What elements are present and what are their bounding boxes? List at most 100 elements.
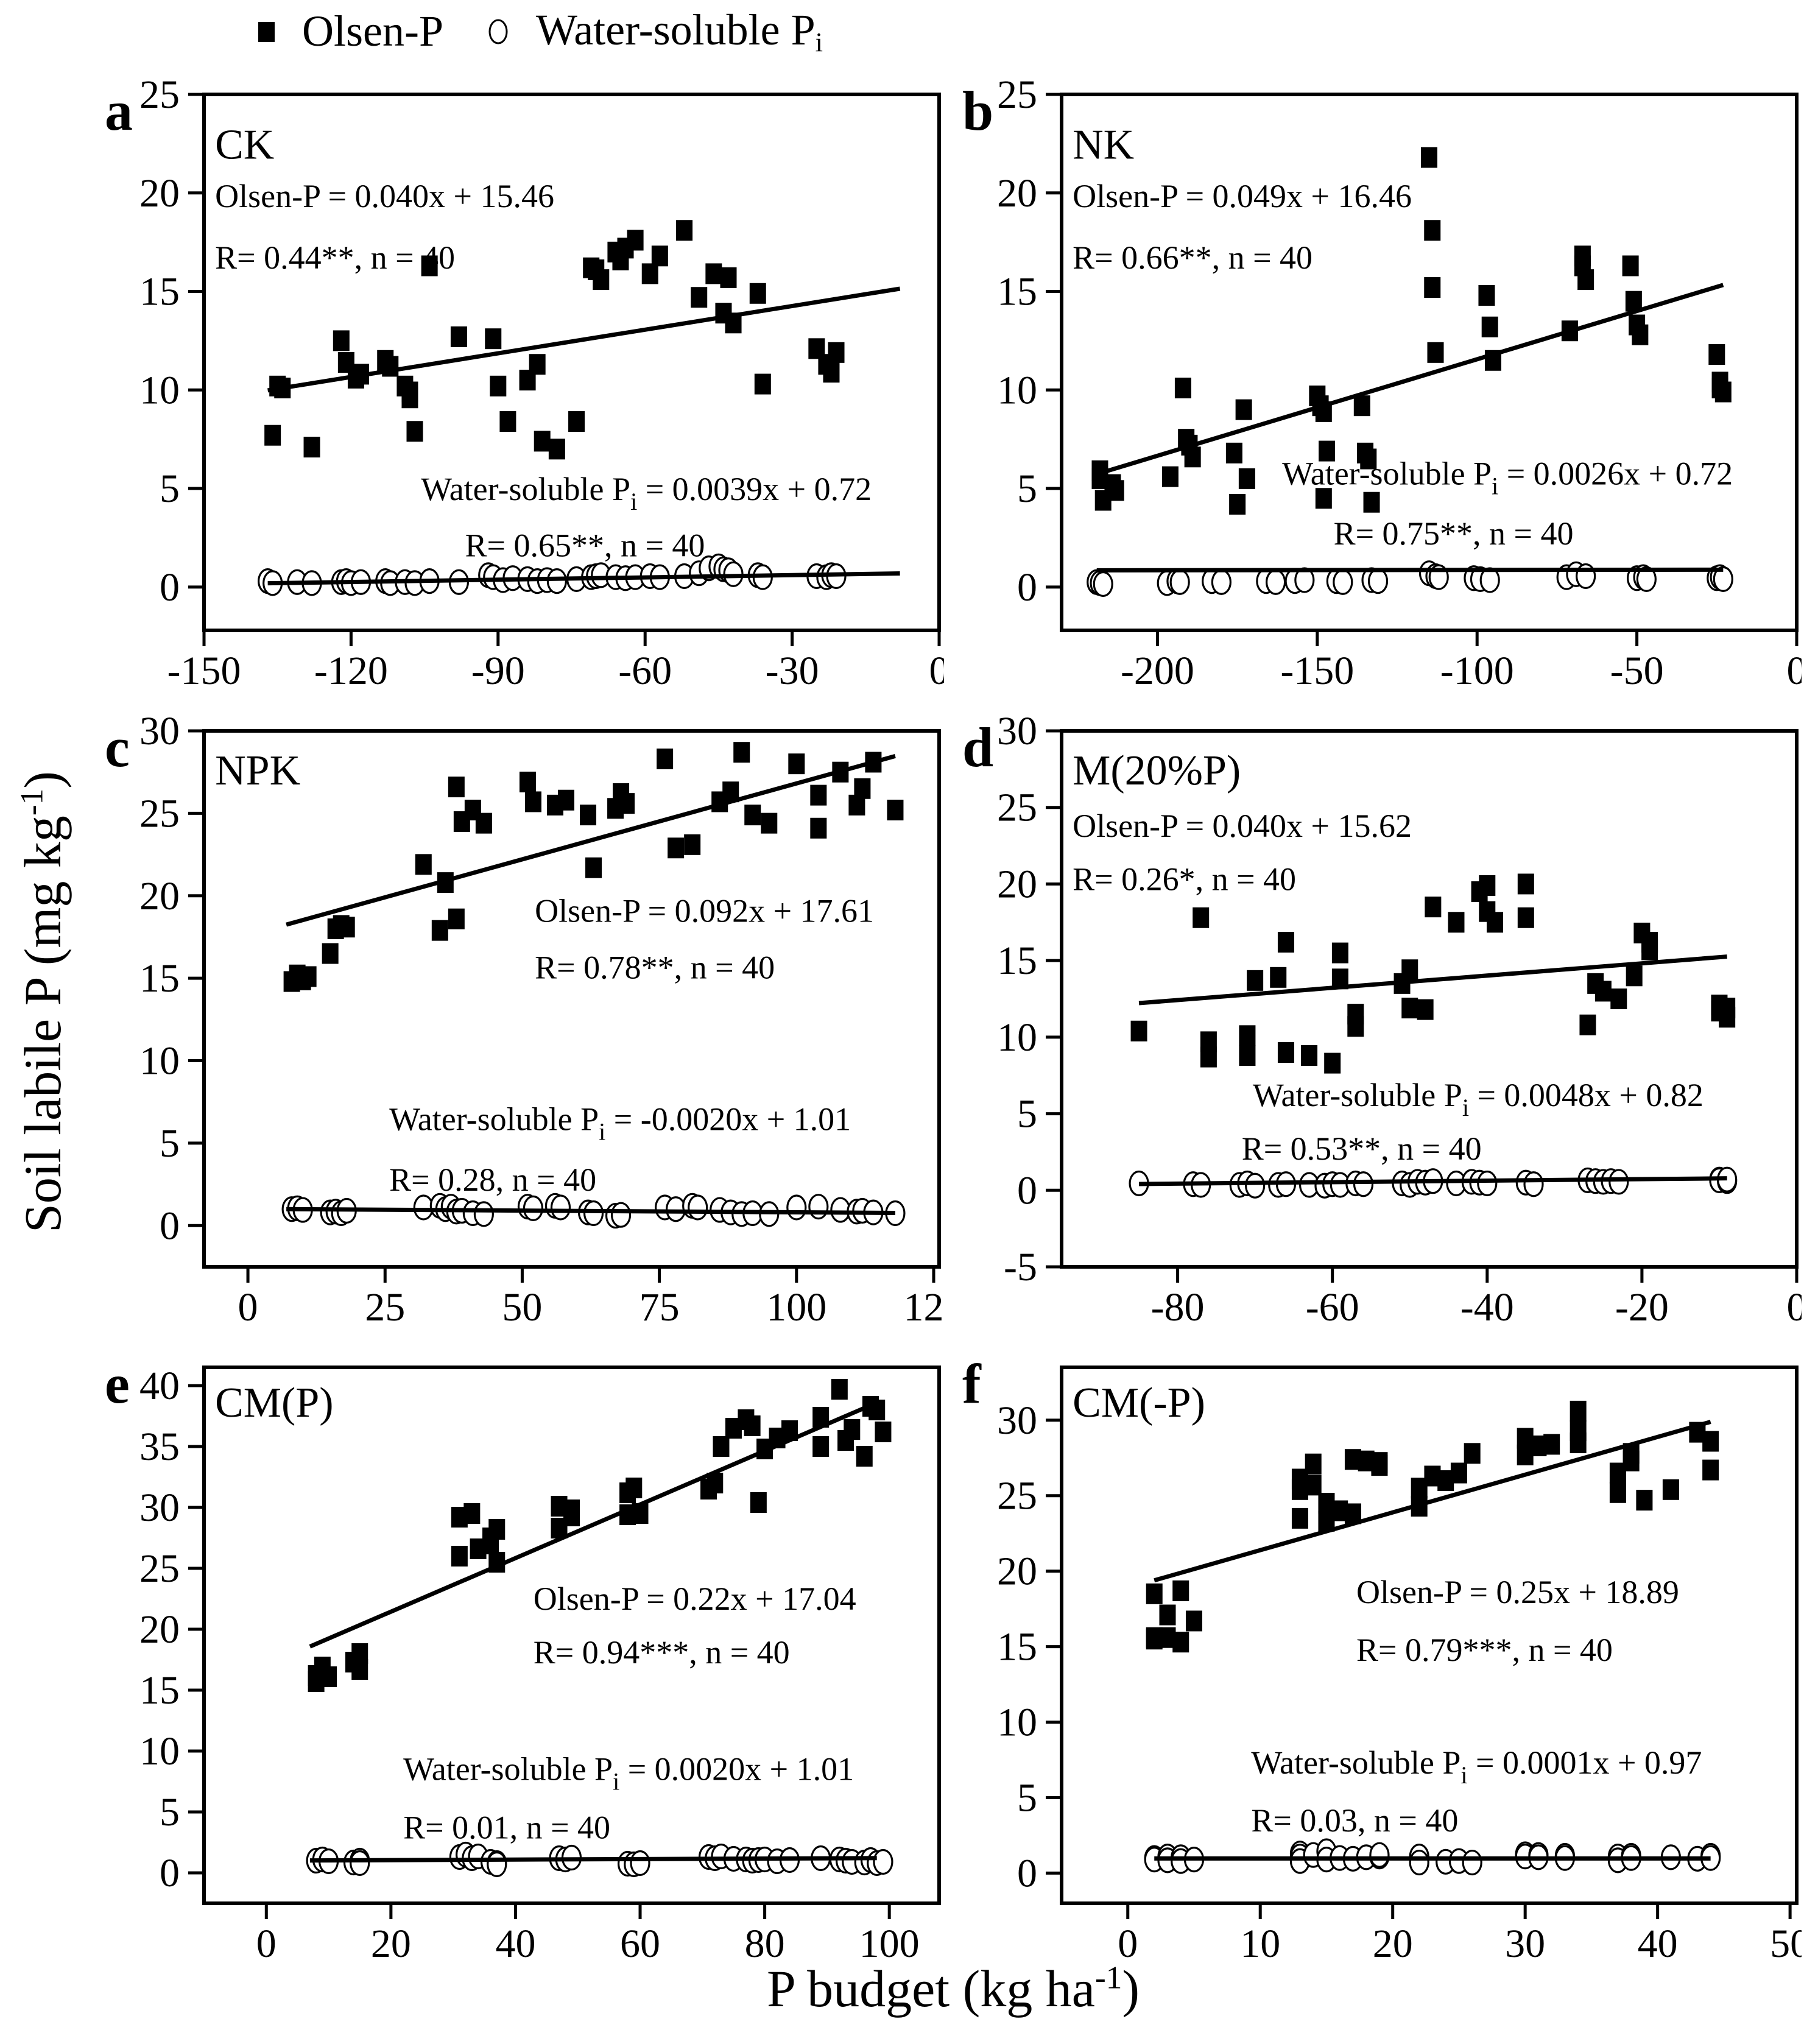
y-tick-label: 30 bbox=[139, 1485, 180, 1530]
legend-label-water: Water-soluble Pi bbox=[536, 5, 823, 58]
y-tick-label: 15 bbox=[139, 1668, 180, 1713]
olsen-point bbox=[1161, 466, 1179, 487]
panel-letter: a bbox=[105, 80, 133, 142]
y-tick-label: 25 bbox=[997, 786, 1037, 830]
olsen-point bbox=[744, 1415, 761, 1436]
olsen-point bbox=[1626, 965, 1643, 987]
olsen-point bbox=[761, 812, 778, 834]
olsen-point bbox=[1172, 1580, 1189, 1601]
water-point bbox=[1462, 1849, 1482, 1876]
olsen-point bbox=[1641, 939, 1658, 960]
y-tick-label: 15 bbox=[997, 270, 1037, 314]
water-equation: Water-soluble Pi = -0.0020x + 1.01 bbox=[389, 1101, 851, 1146]
olsen-point bbox=[1146, 1583, 1163, 1604]
olsen-point bbox=[1427, 342, 1444, 363]
olsen-point bbox=[618, 793, 635, 814]
water-point bbox=[350, 1850, 370, 1877]
x-tick-label: -100 bbox=[1440, 649, 1514, 688]
olsen-point bbox=[1464, 1443, 1481, 1464]
water-r-label: R= 0.28, n = 40 bbox=[389, 1161, 596, 1198]
y-tick-label: 25 bbox=[139, 1546, 180, 1591]
x-tick-label: 0 bbox=[1118, 1922, 1138, 1961]
y-tick-label: 10 bbox=[997, 1700, 1037, 1745]
water-point bbox=[688, 1194, 708, 1221]
legend-item-olsen: Olsen-P bbox=[256, 6, 443, 57]
x-tick-label: -60 bbox=[1306, 1285, 1359, 1325]
panel-a: -150 -120 -90 -60 -30 0 0 5 10 15 20 25a CK Olsen-P =… bbox=[105, 72, 944, 688]
y-tick-label: 10 bbox=[139, 368, 180, 412]
olsen-point bbox=[1702, 1459, 1719, 1481]
x-tick-label: 75 bbox=[640, 1285, 680, 1325]
olsen-point bbox=[431, 920, 448, 941]
olsen-point bbox=[463, 1503, 481, 1524]
water-point bbox=[550, 1194, 571, 1221]
olsen-point bbox=[1238, 468, 1255, 489]
olsen-point bbox=[810, 784, 827, 806]
y-tick-label: 5 bbox=[160, 467, 180, 511]
olsen-point bbox=[1235, 399, 1252, 420]
x-tick-label: -120 bbox=[314, 649, 388, 688]
x-tick-label: -60 bbox=[618, 649, 672, 688]
olsen-point bbox=[651, 245, 668, 267]
olsen-point bbox=[1448, 912, 1465, 933]
x-tick-label: 50 bbox=[1770, 1922, 1802, 1961]
water-point bbox=[630, 1850, 650, 1877]
water-r-label: R= 0.65**, n = 40 bbox=[465, 527, 705, 564]
olsen-r-label: R= 0.44**, n = 40 bbox=[215, 239, 455, 276]
y-tick-label: 15 bbox=[139, 956, 180, 1001]
olsen-point bbox=[1172, 1632, 1189, 1653]
water-point bbox=[1608, 1169, 1629, 1195]
y-tick-label: 15 bbox=[997, 1625, 1037, 1669]
water-point bbox=[546, 568, 567, 594]
olsen-point bbox=[810, 817, 827, 839]
y-tick-label: 20 bbox=[997, 1549, 1037, 1594]
olsen-point bbox=[475, 812, 492, 834]
olsen-point bbox=[1401, 998, 1418, 1019]
y-tick-label: 5 bbox=[1017, 467, 1037, 511]
panel-letter: f bbox=[962, 1353, 982, 1415]
olsen-point bbox=[1622, 255, 1639, 277]
olsen-point bbox=[448, 777, 465, 798]
legend-item-water: Water-soluble Pi bbox=[486, 5, 823, 58]
olsen-point bbox=[627, 230, 644, 251]
olsen-equation: Olsen-P = 0.049x + 16.46 bbox=[1073, 178, 1412, 214]
olsen-point bbox=[668, 837, 685, 859]
olsen-point bbox=[1450, 1462, 1467, 1484]
x-tick-label: -80 bbox=[1151, 1285, 1205, 1325]
olsen-point bbox=[1662, 1479, 1679, 1500]
water-regression-line bbox=[1139, 1176, 1727, 1186]
x-tick-label: -150 bbox=[167, 649, 241, 688]
water-point bbox=[1369, 1842, 1390, 1868]
olsen-point bbox=[548, 439, 565, 460]
x-tick-label: 25 bbox=[365, 1285, 405, 1325]
olsen-regression-line bbox=[1096, 283, 1724, 476]
olsen-point bbox=[1360, 448, 1377, 470]
water-regression-line bbox=[1096, 567, 1724, 573]
olsen-point bbox=[1632, 324, 1649, 345]
olsen-r-label: R= 0.78**, n = 40 bbox=[535, 950, 775, 986]
olsen-point bbox=[1708, 344, 1725, 365]
olsen-point bbox=[1570, 1400, 1587, 1422]
olsen-point bbox=[1714, 381, 1732, 403]
olsen-point bbox=[1517, 873, 1534, 895]
olsen-point bbox=[828, 342, 845, 363]
olsen-point bbox=[351, 1659, 368, 1680]
water-point bbox=[1523, 1171, 1544, 1197]
olsen-point bbox=[812, 1436, 830, 1457]
x-tick-label: 0 bbox=[1787, 649, 1802, 688]
water-point bbox=[413, 1194, 434, 1221]
olsen-r-label: R= 0.94***, n = 40 bbox=[534, 1634, 790, 1671]
olsen-regression-line bbox=[286, 754, 896, 927]
olsen-point bbox=[625, 1478, 643, 1498]
olsen-point bbox=[499, 411, 516, 432]
olsen-point bbox=[490, 375, 507, 396]
olsen-point bbox=[1239, 1045, 1256, 1066]
panel-letter: c bbox=[105, 716, 130, 778]
olsen-r-label: R= 0.79***, n = 40 bbox=[1356, 1632, 1613, 1668]
olsen-point bbox=[1401, 959, 1418, 981]
water-point bbox=[873, 1848, 893, 1875]
y-tick-label: 10 bbox=[997, 368, 1037, 412]
water-point bbox=[1353, 1171, 1374, 1197]
olsen-r-label: R= 0.66**, n = 40 bbox=[1073, 239, 1312, 276]
water-equation: Water-soluble Pi = 0.0039x + 0.72 bbox=[421, 471, 872, 515]
